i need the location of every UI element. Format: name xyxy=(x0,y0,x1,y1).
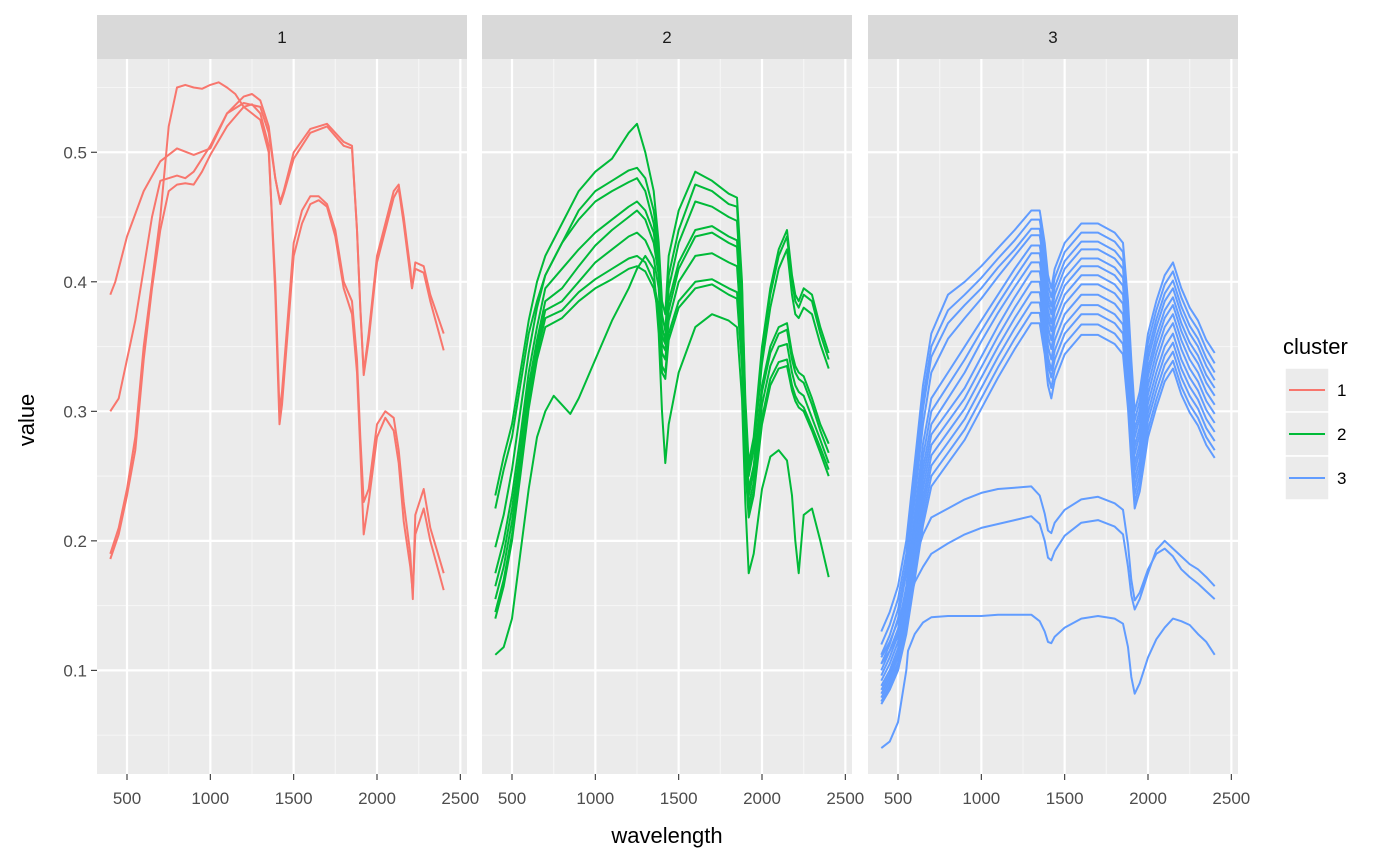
series-line-3-2 xyxy=(880,218,1216,645)
x-tick-label: 1000 xyxy=(191,789,229,808)
axes: 500 1000 1500 2000 2500 500 1000 1500 2000 2500 50… xyxy=(63,143,1250,808)
x-tick-label: 2500 xyxy=(1212,789,1250,808)
legend-label: 1 xyxy=(1337,381,1346,400)
x-tick-label: 2000 xyxy=(1129,789,1167,808)
facet-panels: 1 2 3 xyxy=(97,15,1238,774)
x-tick-label: 2000 xyxy=(358,789,396,808)
series-line-3-8 xyxy=(880,270,1216,687)
x-tick-label: 500 xyxy=(884,789,912,808)
facet-strip-label: 1 xyxy=(277,28,286,47)
series-line-3-14 xyxy=(880,485,1216,658)
series-line-3-5 xyxy=(880,244,1216,671)
series-line-2-5 xyxy=(494,209,830,587)
x-tick-label: 1500 xyxy=(660,789,698,808)
facet-panel-2: 2 xyxy=(482,15,852,774)
facet-panel-3: 3 xyxy=(868,15,1238,774)
legend-entry-2: 2 xyxy=(1284,411,1346,457)
y-axis-title: value xyxy=(14,394,39,447)
y-tick-label: 0.3 xyxy=(63,402,87,421)
series-line-2-4 xyxy=(494,200,830,574)
x-axis-title: wavelength xyxy=(610,823,722,848)
series-line-2-6 xyxy=(494,231,830,600)
facet-strip-label: 2 xyxy=(662,28,671,47)
panel-background xyxy=(97,59,467,774)
facet-strip xyxy=(868,15,1238,59)
x-tick-label: 1500 xyxy=(1046,789,1084,808)
series-line-3-9 xyxy=(880,280,1216,691)
x-tick-label: 1000 xyxy=(576,789,614,808)
legend-title: cluster xyxy=(1283,334,1348,359)
series-line-2-8 xyxy=(494,265,830,619)
y-tick-label: 0.2 xyxy=(63,532,87,551)
facet-strip xyxy=(482,15,852,59)
legend: cluster 1 2 3 xyxy=(1283,334,1348,501)
x-tick-label: 500 xyxy=(113,789,141,808)
series-line-1-2 xyxy=(109,93,445,412)
series-line-2-9 xyxy=(494,254,830,656)
series-line-3-16 xyxy=(880,613,1216,749)
facet-panel-1: 1 xyxy=(97,15,467,774)
series-line-3-12 xyxy=(880,311,1216,702)
series-line-1-4 xyxy=(109,103,445,594)
series-line-3-10 xyxy=(880,291,1216,695)
legend-label: 2 xyxy=(1337,425,1346,444)
series-line-3-11 xyxy=(880,301,1216,699)
legend-entry-3: 3 xyxy=(1284,455,1346,501)
x-tick-label: 1500 xyxy=(275,789,313,808)
legend-entry-1: 1 xyxy=(1284,367,1346,413)
series-line-2-7 xyxy=(494,254,830,613)
series-line-3-4 xyxy=(880,234,1216,665)
series-line-3-7 xyxy=(880,261,1216,682)
y-tick-label: 0.4 xyxy=(63,273,87,292)
x-tick-label: 2000 xyxy=(743,789,781,808)
series-line-3-3 xyxy=(880,227,1216,656)
series-line-3-15 xyxy=(880,515,1216,665)
x-tick-label: 2500 xyxy=(826,789,864,808)
series-line-2-3 xyxy=(494,177,830,548)
series-line-1-3 xyxy=(109,81,445,601)
x-tick-label: 1000 xyxy=(962,789,1000,808)
facet-strip xyxy=(97,15,467,59)
series-line-3-1 xyxy=(880,209,1216,632)
panel-background xyxy=(482,59,852,774)
y-tick-label: 0.5 xyxy=(63,143,87,162)
legend-label: 3 xyxy=(1337,469,1346,488)
y-tick-label: 0.1 xyxy=(63,661,87,680)
series-line-3-13 xyxy=(880,322,1216,705)
series-line-3-6 xyxy=(880,252,1216,677)
x-tick-label: 2500 xyxy=(441,789,479,808)
x-tick-label: 500 xyxy=(498,789,526,808)
facet-strip-label: 3 xyxy=(1048,28,1057,47)
